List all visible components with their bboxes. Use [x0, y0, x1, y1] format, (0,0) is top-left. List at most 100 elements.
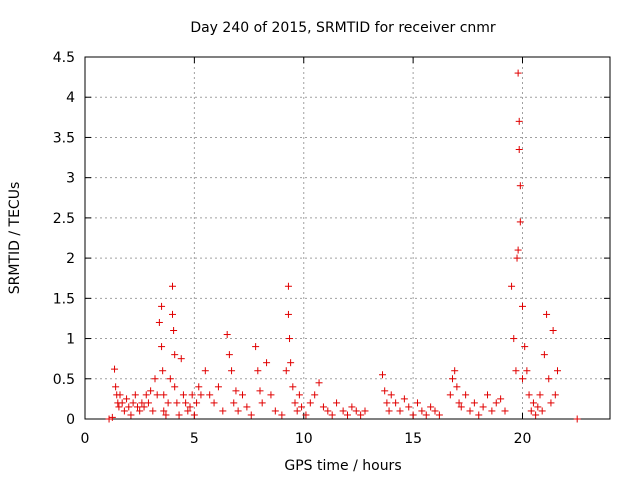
data-point: [475, 411, 483, 419]
data-point: [512, 367, 520, 375]
y-tick-label: 3.5: [53, 130, 75, 146]
data-point: [263, 359, 271, 367]
data-point: [453, 383, 461, 391]
data-point: [138, 399, 146, 407]
data-point: [289, 383, 297, 391]
data-point: [195, 383, 203, 391]
data-point: [210, 399, 218, 407]
data-point: [166, 375, 174, 383]
data-point: [206, 391, 214, 399]
data-point: [155, 318, 163, 326]
data-point: [173, 399, 181, 407]
data-point: [435, 411, 443, 419]
data-point: [232, 387, 240, 395]
data-point: [147, 387, 155, 395]
data-point: [333, 399, 341, 407]
data-point: [492, 399, 500, 407]
data-point: [545, 375, 553, 383]
data-point: [484, 391, 491, 399]
data-point: [519, 302, 526, 310]
data-point: [516, 182, 524, 190]
data-point: [225, 351, 233, 359]
data-point: [554, 367, 561, 375]
data-point: [177, 355, 185, 363]
data-point: [159, 367, 167, 375]
data-point: [446, 391, 454, 399]
data-point: [302, 411, 310, 419]
data-point: [488, 407, 496, 415]
data-point: [136, 407, 144, 415]
data-point: [466, 407, 474, 415]
data-point: [519, 375, 526, 383]
x-tick-label: 0: [81, 431, 90, 447]
data-point: [171, 351, 179, 359]
data-point: [451, 367, 459, 375]
data-point: [144, 399, 152, 407]
data-point: [573, 415, 581, 423]
data-point: [131, 391, 139, 399]
data-point: [315, 379, 323, 387]
data-point: [515, 146, 523, 154]
data-point: [470, 399, 478, 407]
data-point: [479, 403, 487, 411]
data-point: [115, 403, 123, 411]
data-point: [171, 383, 179, 391]
data-point: [427, 403, 435, 411]
data-point: [385, 407, 393, 415]
data-point: [164, 399, 172, 407]
data-point: [239, 391, 246, 399]
data-point: [160, 391, 168, 399]
data-point: [392, 399, 400, 407]
data-point: [514, 69, 522, 77]
data-point: [186, 403, 194, 411]
data-point: [319, 403, 327, 411]
data-point: [129, 399, 137, 407]
data-point: [431, 407, 439, 415]
data-point: [169, 282, 176, 290]
data-point: [286, 335, 294, 343]
data-point: [534, 403, 542, 411]
data-point: [295, 391, 303, 399]
data-point: [151, 375, 159, 383]
data-point: [125, 403, 133, 411]
data-point: [457, 403, 465, 411]
data-point: [532, 411, 540, 419]
y-tick-label: 0.5: [53, 372, 75, 388]
data-point: [422, 411, 430, 419]
y-tick-label: 0: [66, 412, 75, 428]
data-point: [510, 335, 518, 343]
data-point: [514, 246, 522, 254]
data-point: [123, 395, 131, 403]
data-point: [383, 399, 391, 407]
data-point: [551, 391, 559, 399]
data-point: [516, 218, 524, 226]
y-tick-label: 1: [66, 332, 75, 348]
data-point: [298, 403, 306, 411]
data-point: [381, 387, 389, 395]
data-point: [501, 407, 509, 415]
data-point: [282, 367, 290, 375]
x-axis-label: GPS time / hours: [284, 458, 401, 474]
y-axis-label: SRMTID / TECUs: [7, 182, 23, 295]
data-point: [247, 411, 255, 419]
data-point: [523, 367, 531, 375]
data-point: [536, 391, 544, 399]
data-point: [462, 391, 470, 399]
data-point: [405, 403, 413, 411]
chart-title: Day 240 of 2015, SRMTID for receiver cnm…: [190, 20, 496, 36]
data-point: [449, 375, 456, 383]
data-point: [527, 407, 535, 415]
data-point: [547, 399, 555, 407]
y-tick-label: 1.5: [53, 291, 75, 307]
data-point: [111, 365, 119, 373]
data-point: [306, 399, 314, 407]
data-point: [540, 351, 548, 359]
data-point: [293, 407, 301, 415]
data-point: [291, 399, 299, 407]
y-tick-label: 2.5: [53, 211, 75, 227]
data-point: [455, 399, 463, 407]
data-point: [357, 411, 365, 419]
data-point: [140, 403, 148, 411]
data-point: [230, 399, 238, 407]
data-point: [344, 411, 351, 419]
